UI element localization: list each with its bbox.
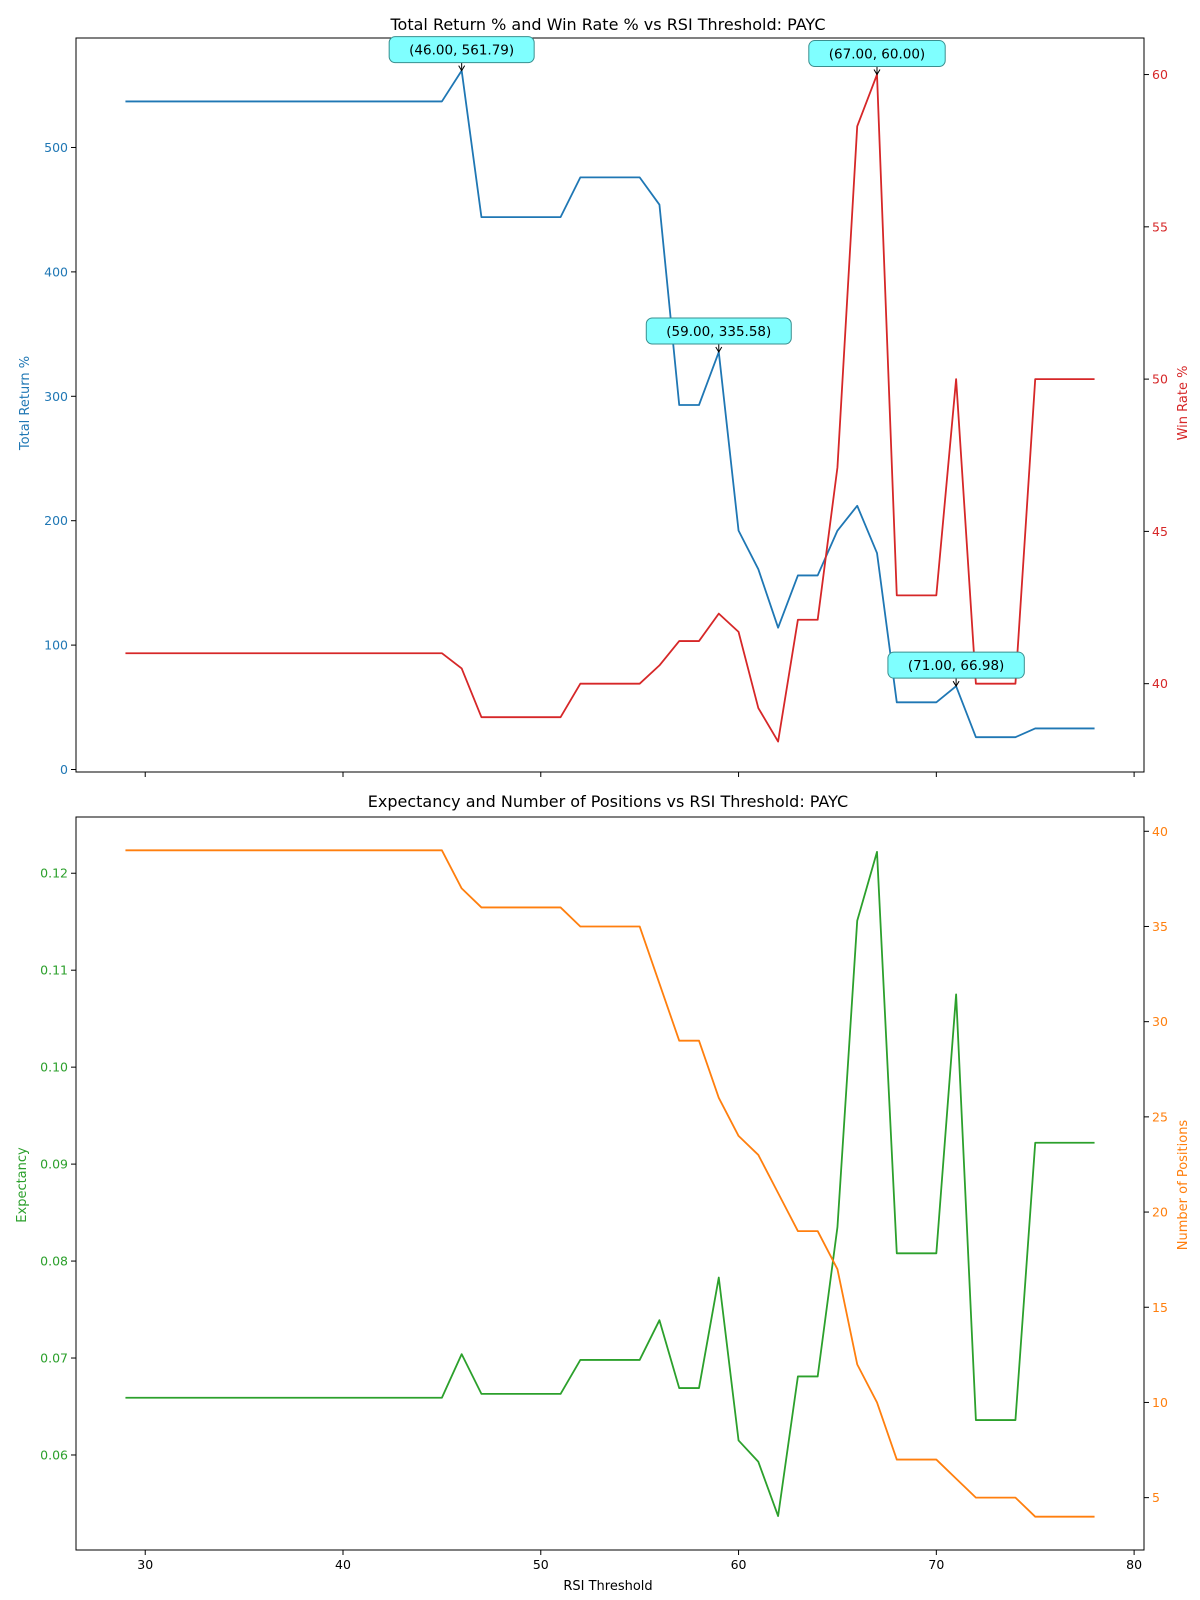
annotation-arrowhead xyxy=(715,346,723,353)
chart-panel-expectancy-positions: Expectancy and Number of Positions vs RS… xyxy=(15,792,1191,1594)
left-y-tick-label: 500 xyxy=(44,140,68,155)
right-y-tick-label: 25 xyxy=(1152,1109,1168,1124)
x-tick-label: 30 xyxy=(137,1557,153,1572)
point-annotation: (67.00, 60.00) xyxy=(808,40,946,76)
point-annotation: (46.00, 561.79) xyxy=(388,36,535,72)
annotation-box xyxy=(388,36,535,64)
x-tick-label: 60 xyxy=(731,1557,747,1572)
left-y-tick-label: 100 xyxy=(44,638,68,653)
chart-title: Expectancy and Number of Positions vs RS… xyxy=(368,792,848,811)
chart-panel-return-winrate: Total Return % and Win Rate % vs RSI Thr… xyxy=(18,15,1191,777)
annotation-box xyxy=(887,651,1025,679)
x-tick-label: 50 xyxy=(533,1557,549,1572)
right-y-tick-label: 15 xyxy=(1152,1300,1168,1315)
x-tick-label: 40 xyxy=(335,1557,351,1572)
right-axis-label: Number of Positions xyxy=(1176,1120,1191,1251)
plot-frame xyxy=(75,37,1145,773)
plot-frame xyxy=(75,816,1145,1551)
series-line-0 xyxy=(125,69,1095,739)
left-y-tick-label: 200 xyxy=(44,513,68,528)
left-y-tick-label: 0.08 xyxy=(40,1254,68,1269)
annotation-label: (59.00, 335.58) xyxy=(666,324,771,340)
right-y-tick-label: 40 xyxy=(1152,676,1168,691)
right-y-tick-label: 55 xyxy=(1152,219,1168,234)
x-tick-label: 70 xyxy=(928,1557,944,1572)
annotation-box xyxy=(645,317,792,345)
annotation-label: (46.00, 561.79) xyxy=(409,43,514,59)
annotation-arrowhead xyxy=(458,65,466,72)
chart-title: Total Return % and Win Rate % vs RSI Thr… xyxy=(389,15,825,34)
right-y-tick-label: 45 xyxy=(1152,524,1168,539)
series-line-1 xyxy=(125,849,1095,1518)
annotation-arrowhead xyxy=(952,680,960,688)
left-y-tick-label: 0.07 xyxy=(40,1351,68,1366)
left-y-tick-label: 0 xyxy=(60,762,68,777)
right-y-tick-label: 5 xyxy=(1152,1490,1160,1505)
right-y-tick-label: 35 xyxy=(1152,919,1168,934)
annotation-label: (67.00, 60.00) xyxy=(829,47,925,63)
left-y-tick-label: 0.06 xyxy=(40,1447,68,1462)
annotation-label: (71.00, 66.98) xyxy=(908,658,1004,674)
annotation-box xyxy=(808,40,946,68)
right-y-tick-label: 30 xyxy=(1152,1014,1168,1029)
point-annotation: (71.00, 66.98) xyxy=(887,651,1025,688)
series-line-0 xyxy=(125,851,1095,1517)
series-line-1 xyxy=(125,73,1095,743)
left-y-tick-label: 400 xyxy=(44,264,68,279)
left-axis-label: Expectancy xyxy=(15,1147,30,1223)
right-y-tick-label: 20 xyxy=(1152,1205,1168,1220)
x-axis-label: RSI Threshold xyxy=(563,1579,652,1594)
right-y-tick-label: 40 xyxy=(1152,824,1168,839)
left-axis-label: Total Return % xyxy=(18,356,33,451)
left-y-tick-label: 0.12 xyxy=(40,866,68,881)
annotation-arrowhead xyxy=(873,69,881,76)
right-y-tick-label: 60 xyxy=(1152,67,1168,82)
x-tick-label: 80 xyxy=(1126,1557,1142,1572)
right-y-tick-label: 50 xyxy=(1152,372,1168,387)
left-y-tick-label: 0.11 xyxy=(40,963,68,978)
left-y-tick-label: 0.09 xyxy=(40,1157,68,1172)
right-axis-label: Win Rate % xyxy=(1176,366,1191,441)
left-y-tick-label: 300 xyxy=(44,389,68,404)
right-y-tick-label: 10 xyxy=(1152,1395,1168,1410)
point-annotation: (59.00, 335.58) xyxy=(645,317,792,353)
left-y-tick-label: 0.10 xyxy=(40,1060,68,1075)
